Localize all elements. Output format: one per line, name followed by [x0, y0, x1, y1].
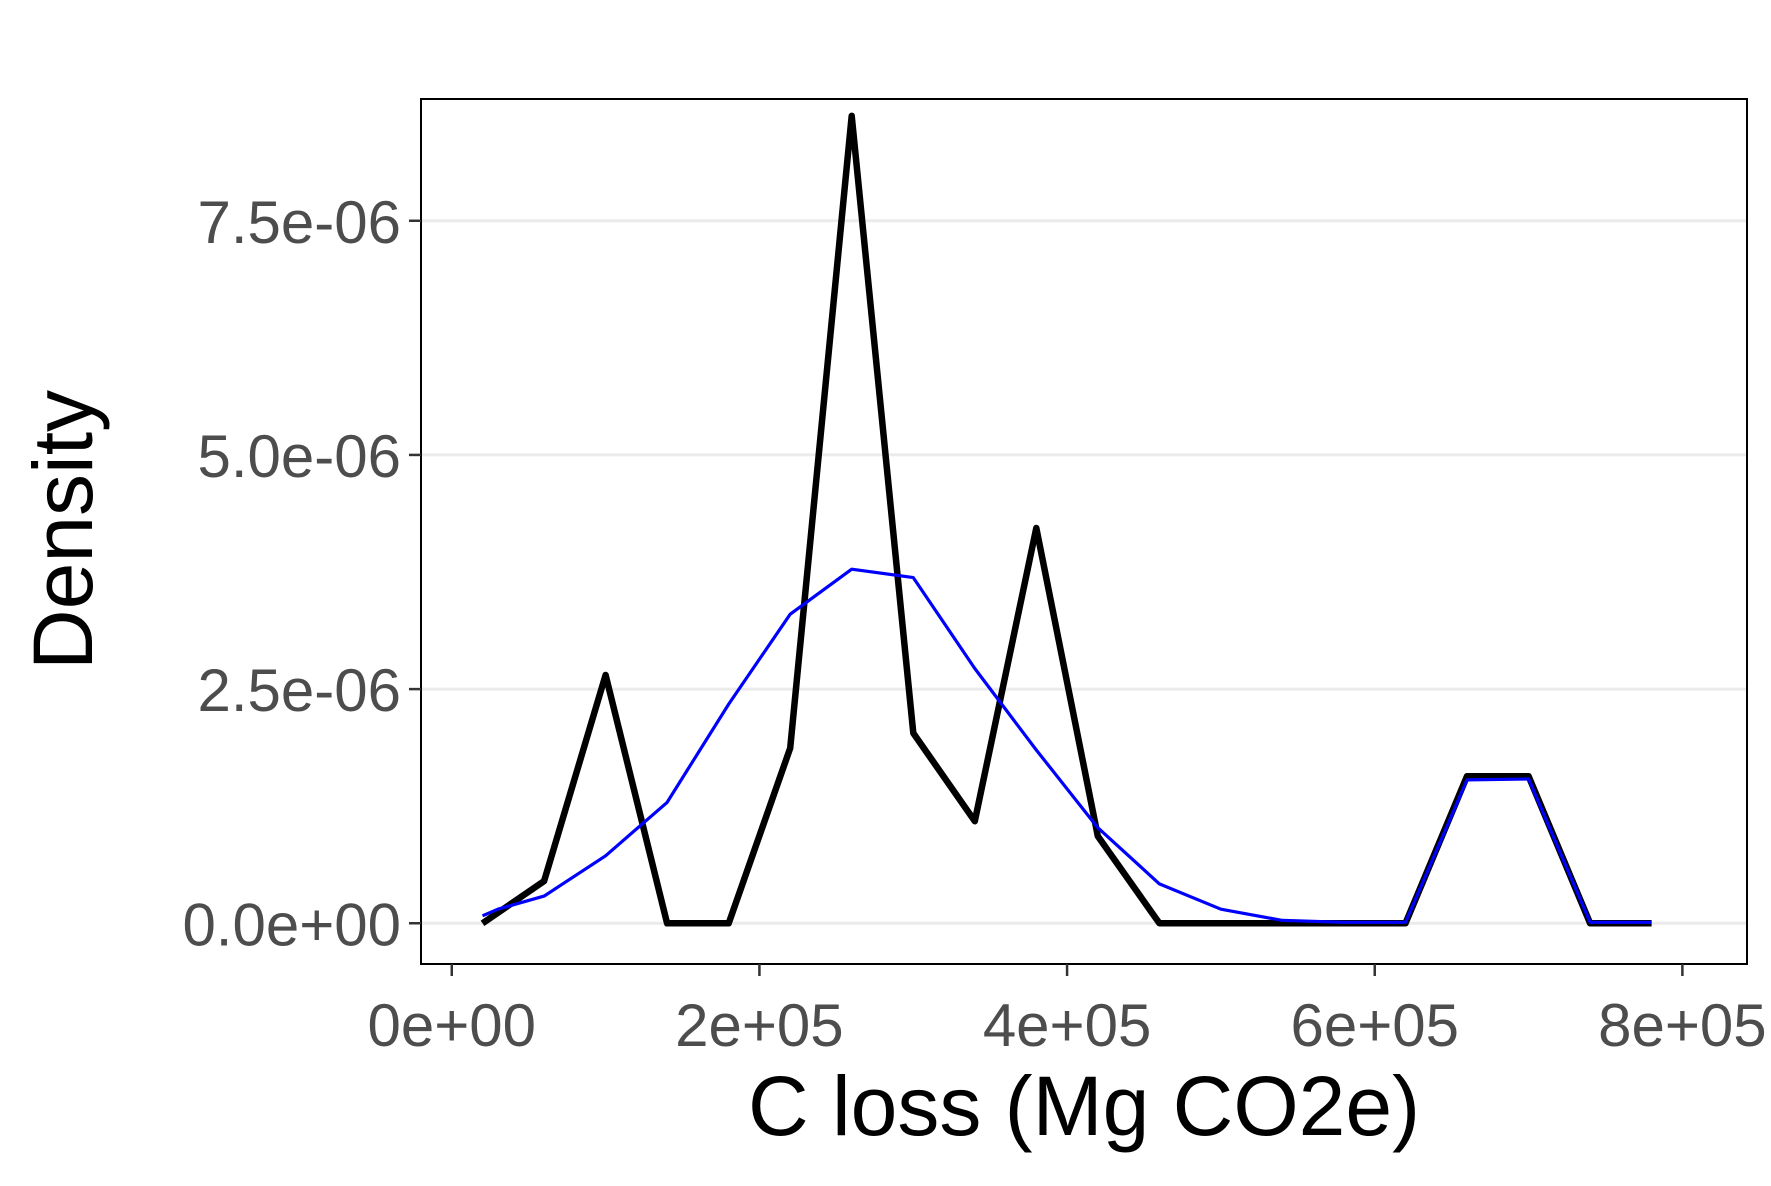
series-lines: [480, 112, 1652, 927]
x-tick-label: 2e+05: [675, 992, 844, 1059]
x-axis-title: C loss (Mg CO2e): [748, 1059, 1420, 1153]
x-tick-label: 8e+05: [1598, 992, 1767, 1059]
y-tick-label: 2.5e-06: [198, 657, 402, 724]
y-tick-label: 0.0e+00: [182, 891, 401, 958]
tick-labels: 0.0e+00 2.5e-06 5.0e-06 7.5e-06 0e+00 2e+05 4e…: [182, 189, 1766, 1059]
y-tick-label: 5.0e-06: [198, 423, 402, 490]
x-tick-label: 4e+05: [983, 992, 1152, 1059]
x-tick-label: 0e+00: [368, 992, 537, 1059]
y-axis-title: Density: [16, 390, 110, 670]
plot-panel-border: [420, 98, 1748, 965]
density-line-blue: [481, 567, 1652, 924]
grid-lines: [421, 219, 1747, 925]
x-tick-label: 6e+05: [1290, 992, 1459, 1059]
y-tick-label: 7.5e-06: [198, 189, 402, 256]
axes: [409, 219, 1684, 976]
